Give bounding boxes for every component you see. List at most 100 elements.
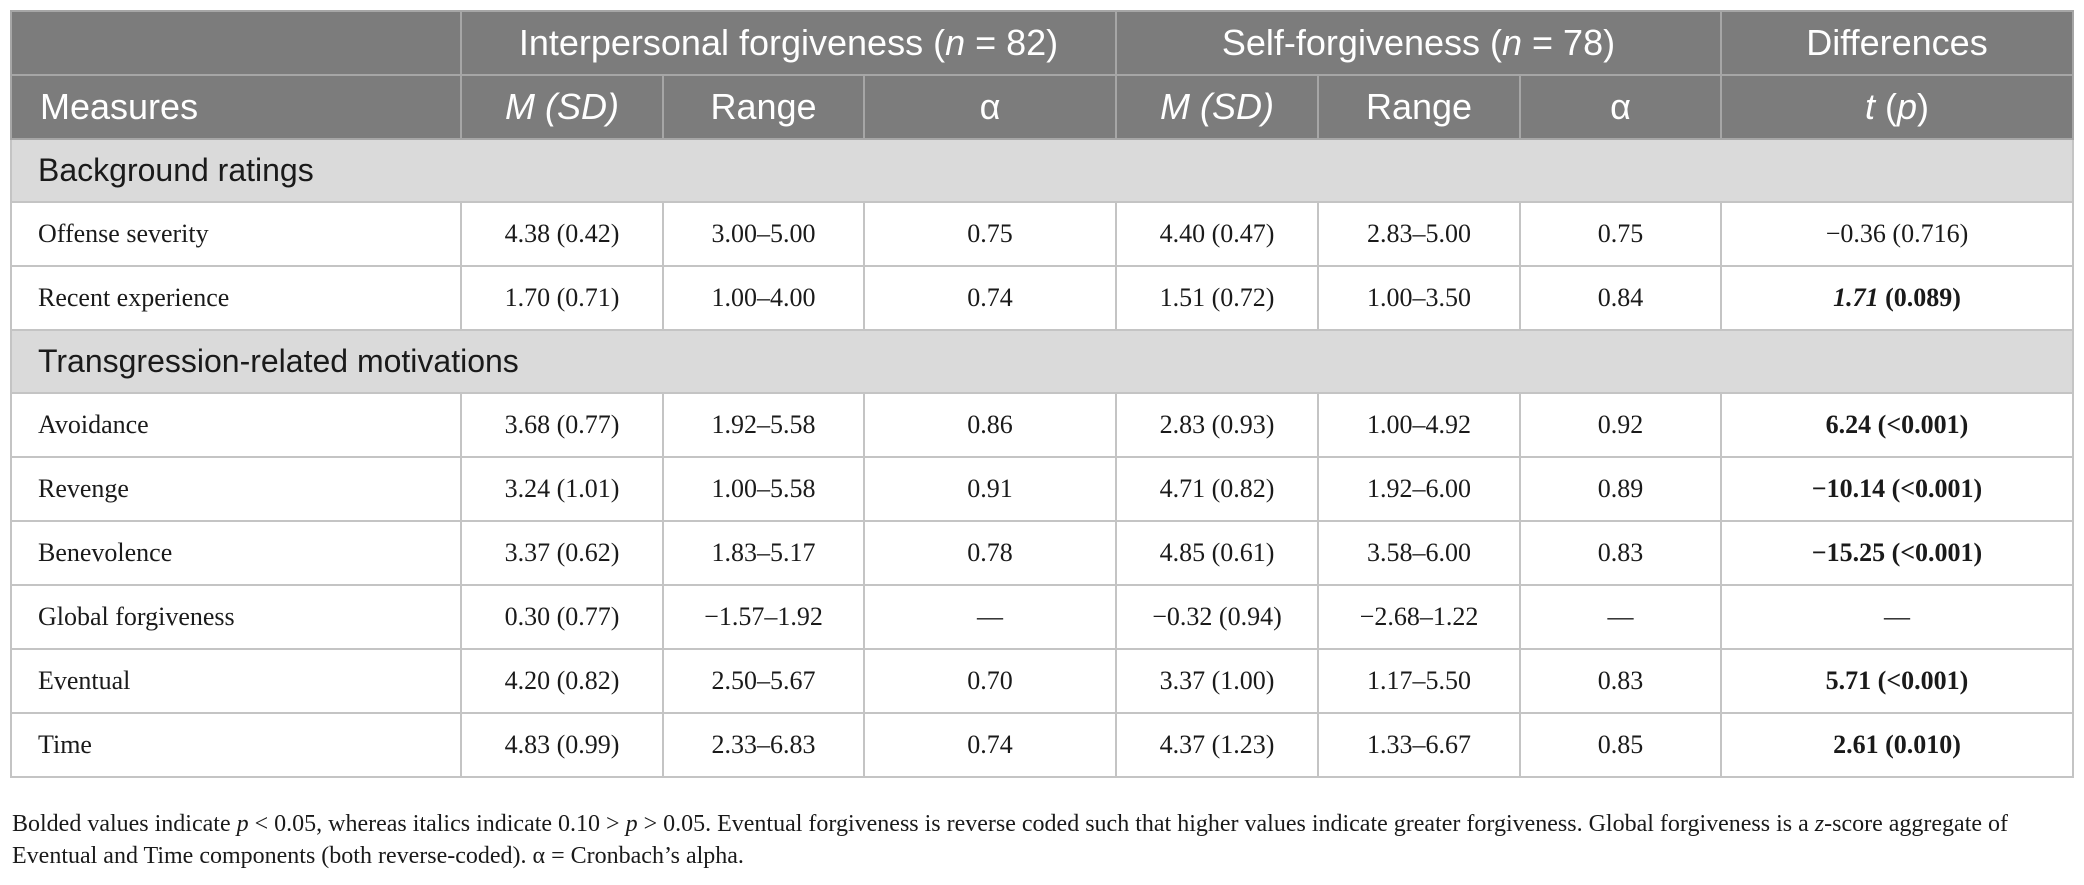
interpersonal-alpha-cell: 0.75 [863,201,1117,267]
self-m-sd-header: M (SD) [1115,74,1319,140]
table-row: Global forgiveness 0.30 (0.77) −1.57–1.9… [10,584,2074,650]
column-header-row: Measures M (SD) Range α M (SD) Range α t… [10,74,2074,140]
p-open-paren: ( [1874,86,1897,127]
interpersonal-range-header: Range [662,74,865,140]
t-p-cell: −10.14 (<0.001) [1720,456,2074,522]
t-symbol: t [1864,86,1875,127]
self-m-sd-cell: 4.85 (0.61) [1115,520,1319,586]
self-alpha-cell: — [1519,584,1722,650]
measure-cell: Recent experience [10,265,462,331]
measure-cell: Avoidance [10,392,462,458]
results-table-container: Interpersonal forgiveness (n = 82) Self-… [10,10,2074,778]
self-range-header: Range [1317,74,1521,140]
measure-cell: Revenge [10,456,462,522]
self-alpha-cell: 0.84 [1519,265,1722,331]
footnote-p-symbol: p [236,811,249,837]
interpersonal-range-cell: −1.57–1.92 [662,584,865,650]
t-p-cell: 6.24 (<0.001) [1720,392,2074,458]
self-alpha-cell: 0.83 [1519,520,1722,586]
self-n-value: = 78) [1522,22,1616,63]
interpersonal-m-sd-cell: 3.24 (1.01) [460,456,664,522]
t-p-cell: −15.25 (<0.001) [1720,520,2074,586]
interpersonal-range-cell: 2.33–6.83 [662,712,865,778]
t-p-cell: −0.36 (0.716) [1720,201,2074,267]
interpersonal-group-header: Interpersonal forgiveness (n = 82) [460,10,1117,76]
interpersonal-header-text: Interpersonal forgiveness ( [518,22,946,63]
self-range-cell: 2.83–5.00 [1317,201,1521,267]
self-alpha-cell: 0.89 [1519,456,1722,522]
self-m-sd-cell: 4.40 (0.47) [1115,201,1319,267]
interpersonal-range-cell: 1.00–4.00 [662,265,865,331]
interpersonal-m-sd-cell: 3.37 (0.62) [460,520,664,586]
self-alpha-header: α [1519,74,1722,140]
measure-cell: Time [10,712,462,778]
differences-group-header: Differences [1720,10,2074,76]
interpersonal-alpha-cell: — [863,584,1117,650]
interpersonal-alpha-header: α [863,74,1117,140]
interpersonal-m-sd-cell: 1.70 (0.71) [460,265,664,331]
t-value-italic: 1.71 [1833,283,1879,312]
self-m-sd-cell: 4.71 (0.82) [1115,456,1319,522]
table-row: Offense severity 4.38 (0.42) 3.00–5.00 0… [10,201,2074,267]
table-body: Background ratings Offense severity 4.38… [10,138,2074,778]
section-row-background: Background ratings [10,138,2074,203]
interpersonal-range-cell: 1.83–5.17 [662,520,865,586]
self-range-cell: 1.33–6.67 [1317,712,1521,778]
measure-cell: Global forgiveness [10,584,462,650]
self-m-sd-cell: 4.37 (1.23) [1115,712,1319,778]
interpersonal-m-sd-header: M (SD) [460,74,664,140]
measure-cell: Benevolence [10,520,462,586]
footnote-text: -score aggregate of Eventual and Time co… [12,811,2009,869]
interpersonal-m-sd-cell: 3.68 (0.77) [460,392,664,458]
self-alpha-cell: 0.92 [1519,392,1722,458]
interpersonal-m-sd-cell: 0.30 (0.77) [460,584,664,650]
p-value: (0.089) [1878,283,1961,312]
footnote-text: > 0.05. Eventual forgiveness is reverse … [637,811,1815,837]
interpersonal-range-cell: 3.00–5.00 [662,201,865,267]
results-table: Interpersonal forgiveness (n = 82) Self-… [10,10,2074,778]
section-row-motivations: Transgression-related motivations [10,329,2074,394]
self-range-cell: 1.17–5.50 [1317,648,1521,714]
interpersonal-alpha-cell: 0.70 [863,648,1117,714]
interpersonal-range-cell: 1.92–5.58 [662,392,865,458]
interpersonal-alpha-cell: 0.74 [863,265,1117,331]
interpersonal-range-cell: 1.00–5.58 [662,456,865,522]
table-row: Benevolence 3.37 (0.62) 1.83–5.17 0.78 4… [10,520,2074,586]
interpersonal-alpha-cell: 0.74 [863,712,1117,778]
table-row: Eventual 4.20 (0.82) 2.50–5.67 0.70 3.37… [10,648,2074,714]
p-symbol: p [1896,86,1918,127]
self-alpha-cell: 0.85 [1519,712,1722,778]
table-footnote: Bolded values indicate p < 0.05, whereas… [12,808,2074,872]
t-p-header: t (p) [1720,74,2074,140]
interpersonal-alpha-cell: 0.78 [863,520,1117,586]
interpersonal-m-sd-cell: 4.20 (0.82) [460,648,664,714]
t-p-cell: — [1720,584,2074,650]
self-m-sd-cell: 3.37 (1.00) [1115,648,1319,714]
self-header-text: Self-forgiveness ( [1221,22,1502,63]
section-title: Background ratings [10,138,2074,203]
self-group-header: Self-forgiveness (n = 78) [1115,10,1722,76]
table-row: Time 4.83 (0.99) 2.33–6.83 0.74 4.37 (1.… [10,712,2074,778]
interpersonal-m-sd-cell: 4.38 (0.42) [460,201,664,267]
interpersonal-n-value: = 82) [965,22,1059,63]
t-p-cell: 5.71 (<0.001) [1720,648,2074,714]
table-header: Interpersonal forgiveness (n = 82) Self-… [10,10,2074,140]
self-alpha-cell: 0.83 [1519,648,1722,714]
self-m-sd-cell: 1.51 (0.72) [1115,265,1319,331]
self-range-cell: 3.58–6.00 [1317,520,1521,586]
measure-cell: Eventual [10,648,462,714]
self-n-symbol: n [1502,22,1523,63]
table-row: Revenge 3.24 (1.01) 1.00–5.58 0.91 4.71 … [10,456,2074,522]
table-row: Avoidance 3.68 (0.77) 1.92–5.58 0.86 2.8… [10,392,2074,458]
interpersonal-range-cell: 2.50–5.67 [662,648,865,714]
section-title: Transgression-related motivations [10,329,2074,394]
empty-header-cell [10,10,462,76]
self-m-sd-cell: 2.83 (0.93) [1115,392,1319,458]
footnote-z-symbol: z [1814,811,1825,837]
self-range-cell: 1.00–4.92 [1317,392,1521,458]
t-p-cell: 2.61 (0.010) [1720,712,2074,778]
interpersonal-n-symbol: n [945,22,966,63]
group-header-row: Interpersonal forgiveness (n = 82) Self-… [10,10,2074,76]
table-row: Recent experience 1.70 (0.71) 1.00–4.00 … [10,265,2074,331]
measure-cell: Offense severity [10,201,462,267]
